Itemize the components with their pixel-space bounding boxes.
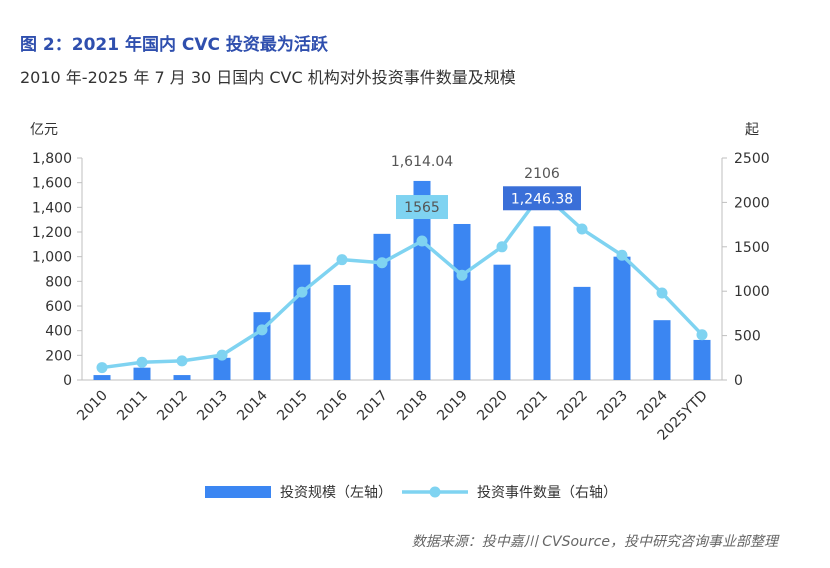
y-left-tick-label: 600 [45,299,72,315]
figure-title: 图 2：2021 年国内 CVC 投资最为活跃 [20,35,328,55]
data-label-0: 1,614.04 [391,154,453,170]
bar-2024 [653,320,671,380]
y-left-tick-label: 1,000 [32,250,72,266]
y-right-tick-label: 1500 [734,240,770,256]
line-series-events [101,191,704,370]
y-left-tick-label: 1,600 [32,176,72,192]
y-right-unit-label: 起 [745,122,759,138]
bar-2015 [293,264,311,380]
y-right-tick-label: 0 [734,373,743,389]
bar-2012 [173,375,191,380]
callout-box-1 [396,195,448,220]
x-tick-label-2017: 2017 [354,388,391,425]
bar-2018 [413,180,431,380]
line-point-2014 [256,324,268,336]
line-point-2025YTD [696,329,708,341]
callout-box-3 [503,186,581,211]
bar-2016 [333,285,351,380]
line-point-2023 [616,249,628,261]
x-tick-label-2013: 2013 [194,388,231,425]
x-tick-label-2024: 2024 [634,387,671,424]
bar-2021 [533,226,551,380]
data-source-note: 数据来源：投中嘉川 CVSource，投中研究咨询事业部整理 [411,534,778,550]
line-point-2016 [336,254,348,266]
x-tick-label-2016: 2016 [314,387,351,424]
x-tick-label-2021: 2021 [514,388,551,425]
y-right-tick-label: 2000 [734,195,770,211]
line-point-2022 [576,223,588,235]
bar-2017 [373,233,391,380]
bar-2022 [573,286,591,380]
y-left-tick-label: 400 [45,324,72,340]
x-tick-label-2014: 2014 [234,387,271,424]
y-left-tick-label: 800 [45,274,72,290]
line-point-2013 [216,349,228,361]
legend-bar-swatch [205,486,271,498]
y-left-tick-label: 1,400 [32,200,72,216]
x-tick-label-2019: 2019 [434,388,471,425]
bar-2025YTD [693,339,711,380]
bar-2010 [93,375,111,380]
bar-2013 [213,357,231,380]
bar-2019 [453,223,471,380]
bar-2023 [613,256,631,380]
y-left-unit-label: 亿元 [30,122,58,138]
figure-subtitle: 2010 年-2025 年 7 月 30 日国内 CVC 机构对外投资事件数量及… [20,68,516,87]
y-right-tick-label: 500 [734,329,761,345]
x-tick-label-2012: 2012 [154,388,191,425]
x-tick-label-2022: 2022 [554,388,591,425]
bar-2020 [493,264,511,380]
y-left-tick-label: 1,800 [32,151,72,167]
line-point-2020 [496,241,508,253]
y-right-tick-label: 1000 [734,284,770,300]
line-point-2012 [176,355,188,367]
callout-label-3: 1,246.38 [511,191,573,207]
line-point-2019 [456,269,468,281]
line-point-2015 [296,286,308,298]
bar-2011 [133,367,151,380]
x-tick-label-2010: 2010 [74,388,111,425]
line-point-2017 [376,257,388,269]
y-left-tick-label: 1,200 [32,225,72,241]
line-point-2018 [416,235,428,247]
x-tick-label-2023: 2023 [594,388,631,425]
y-left-tick-label: 200 [45,348,72,364]
legend-line-label: 投资事件数量（右轴） [477,485,617,501]
legend-bar-label: 投资规模（左轴） [280,485,392,501]
line-point-2011 [136,356,148,368]
y-right-tick-label: 2500 [734,151,770,167]
line-point-2010 [96,362,108,374]
line-point-2024 [656,287,668,299]
callout-label-1: 1565 [404,200,440,216]
x-tick-label-2011: 2011 [114,388,151,425]
data-label-2: 2106 [524,166,560,182]
x-tick-label-2018: 2018 [394,388,431,425]
x-tick-label-2020: 2020 [474,388,511,425]
y-left-tick-label: 0 [63,373,72,389]
legend-line-marker [429,486,441,498]
x-tick-label-2015: 2015 [274,388,311,425]
